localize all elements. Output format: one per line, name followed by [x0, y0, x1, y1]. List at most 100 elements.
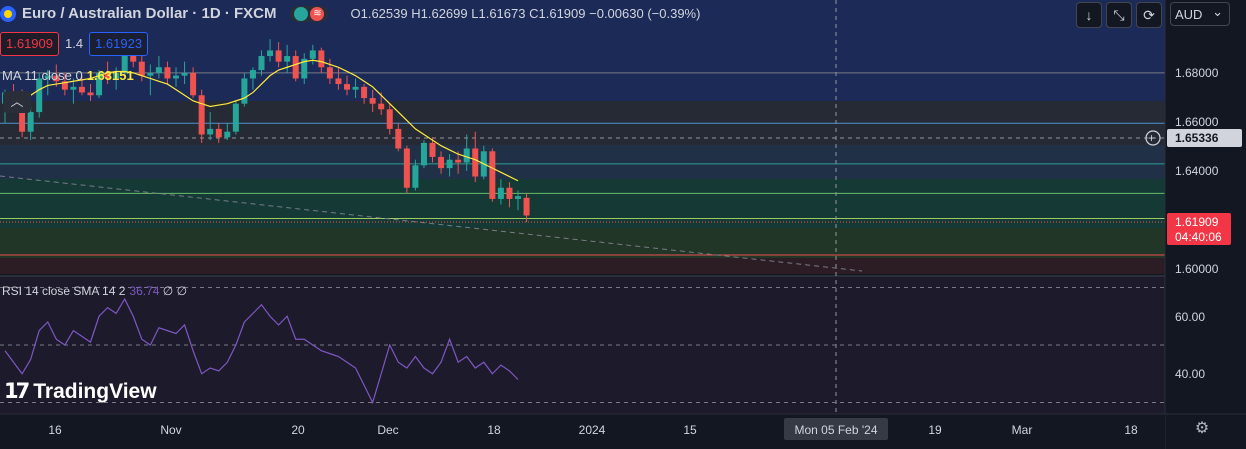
zone-band-5 — [0, 228, 1165, 258]
time-tick-label: Mar — [1012, 423, 1033, 437]
candle-body — [438, 156, 445, 169]
time-tick-label: 2024 — [579, 423, 606, 437]
candle-body — [301, 58, 308, 79]
crosshair-date-label: Mon 05 Feb '24 — [794, 423, 877, 437]
time-tick-label: 18 — [487, 423, 501, 437]
candle-body — [164, 67, 171, 79]
candle-body — [506, 187, 513, 199]
crosshair-price-box — [1167, 129, 1242, 147]
screenshot-button[interactable]: ⟳ — [1136, 2, 1162, 28]
candle-body — [335, 78, 342, 85]
plus-icon: + — [1148, 131, 1155, 145]
candle-body — [27, 112, 34, 132]
candle-body — [147, 72, 154, 76]
candle-body — [403, 148, 410, 188]
high-value: 1.62699 — [420, 6, 468, 21]
crosshair-price-label: 1.65336 — [1175, 131, 1219, 145]
rsi-tick-label: 60.00 — [1175, 310, 1205, 324]
candle-body — [420, 142, 427, 166]
market-open-icon — [294, 7, 309, 21]
time-tick-label: Dec — [377, 423, 398, 437]
candle-body — [523, 197, 530, 216]
countdown-label: 04:40:06 — [1175, 230, 1222, 244]
ma-legend[interactable]: MA 11 close 0 1.63151 — [2, 68, 134, 84]
rsi-extra: ∅ ∅ — [162, 284, 188, 298]
candle-body — [190, 72, 197, 96]
currency-flag-icon — [0, 6, 16, 22]
scroll-to-realtime-button[interactable]: ↓ — [1076, 2, 1102, 28]
candle-body — [224, 131, 231, 138]
time-tick-label: 15 — [683, 423, 697, 437]
fullscreen-button[interactable]: ⤡ — [1106, 2, 1132, 28]
candle-body — [215, 128, 222, 138]
currency-select[interactable]: AUD — [1170, 0, 1230, 26]
candle-body — [455, 159, 462, 163]
buy-button[interactable]: 1.61923 — [89, 32, 149, 56]
candle-body — [121, 53, 128, 73]
candle-body — [36, 78, 43, 113]
candle-body — [309, 50, 316, 59]
ma-line — [4, 59, 519, 182]
candle-body — [463, 148, 470, 163]
candle-body — [361, 86, 368, 99]
candle-body — [258, 56, 265, 71]
market-status-pill[interactable]: ≋ — [290, 6, 329, 22]
add-alert-icon — [1145, 130, 1161, 146]
rsi-label: RSI 14 close SMA 14 2 — [2, 284, 126, 298]
rsi-legend[interactable]: RSI 14 close SMA 14 2 36.74 ∅ ∅ — [2, 283, 187, 299]
price-tick-label: 1.64000 — [1175, 164, 1219, 178]
candle-body — [70, 86, 77, 90]
candle-body — [61, 81, 68, 90]
candle-body — [412, 165, 419, 188]
candle-body — [198, 95, 205, 135]
candle-body — [446, 159, 453, 169]
symbol-title[interactable]: Euro / Australian Dollar · 1D · FXCM — [22, 5, 277, 22]
ma-value: 1.63151 — [86, 68, 134, 83]
tradingview-mark-icon: 𝟭𝟳 — [4, 380, 30, 403]
rsi-tick-label: 40.00 — [1175, 367, 1205, 381]
price-tick-label: 1.68000 — [1175, 66, 1219, 80]
time-tick-label: Nov — [160, 423, 181, 437]
candle-body — [44, 75, 51, 79]
candle-body — [344, 84, 350, 90]
candle-body — [352, 86, 359, 90]
candle-body — [155, 67, 162, 73]
symbol-header: Euro / Australian Dollar · 1D · FXCM ≋ O… — [0, 6, 700, 22]
time-axis-bg — [0, 414, 1165, 449]
candle-body — [113, 72, 120, 79]
candle-body — [369, 98, 376, 104]
candle-body — [386, 109, 393, 129]
collapse-legend-button[interactable]: ︿ — [3, 91, 31, 113]
candle-body — [249, 70, 256, 79]
last-price-box — [1167, 213, 1231, 245]
wave-icon: ≋ — [310, 7, 325, 21]
candle-body — [78, 86, 85, 93]
candle-body — [130, 53, 137, 62]
candle-body — [53, 75, 60, 82]
candle-body — [284, 56, 291, 62]
ma-label: MA 11 close 0 — [2, 68, 83, 83]
price-tick-label: 1.60000 — [1175, 262, 1219, 276]
candle-body — [515, 196, 521, 199]
settings-gear-icon[interactable]: ⚙ — [1194, 420, 1210, 437]
candle-body — [241, 78, 248, 104]
candle-body — [326, 67, 333, 79]
time-tick-label: 16 — [48, 423, 62, 437]
candle-body — [489, 151, 496, 199]
open-value: 1.62539 — [360, 6, 408, 21]
sell-button[interactable]: 1.61909 — [0, 32, 59, 56]
rsi-line — [4, 297, 519, 405]
candle-body — [395, 128, 402, 149]
candle-body — [181, 72, 188, 76]
candle-body — [275, 50, 282, 62]
candle-body — [378, 103, 385, 110]
trend-line — [0, 175, 863, 272]
fullscreen-icon: ⤡ — [1113, 7, 1125, 23]
spread-value: 1.4 — [65, 36, 84, 51]
close-value: 1.61909 — [538, 6, 586, 21]
candle-body — [232, 103, 239, 132]
time-tick-label: 19 — [928, 423, 942, 437]
tradingview-logo: 𝟭𝟳 TradingView — [4, 379, 157, 404]
candle-body — [173, 75, 179, 79]
